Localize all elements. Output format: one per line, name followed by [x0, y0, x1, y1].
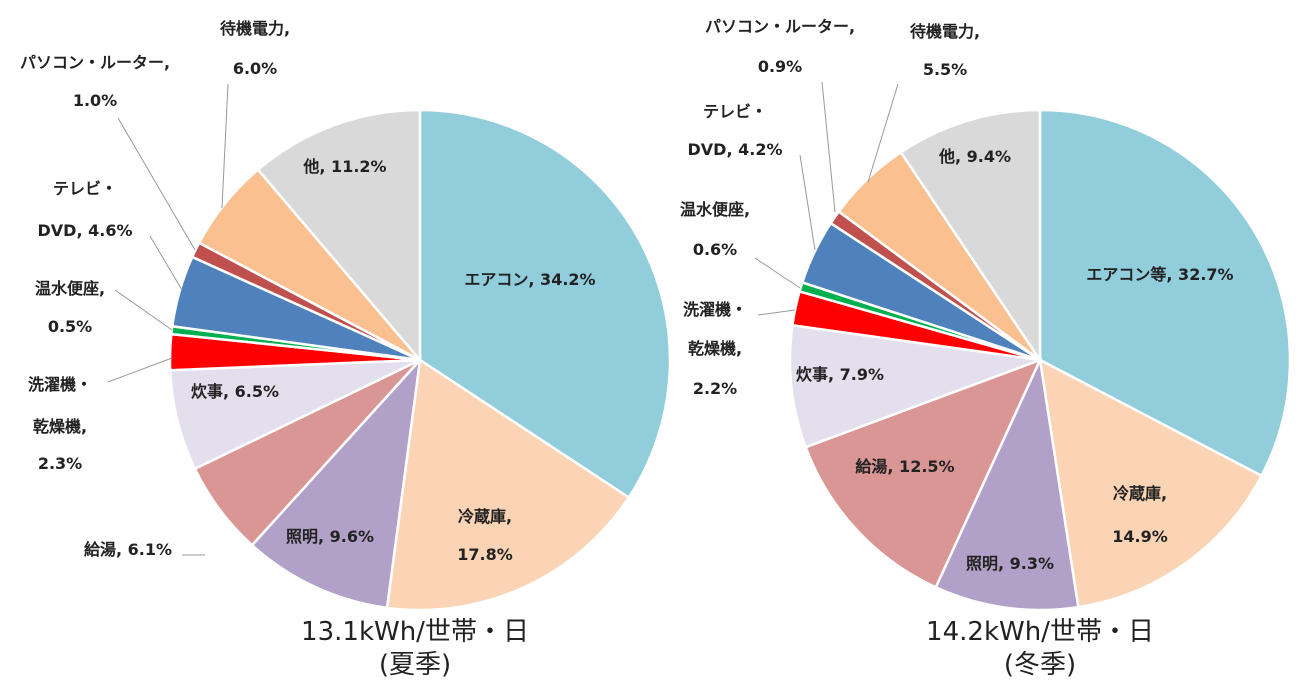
pie-slice: [934, 355, 1080, 612]
leader-line: [799, 154, 816, 251]
data-label: 乾燥機,: [688, 339, 742, 358]
data-label: 待機電力,: [220, 19, 290, 38]
data-label: 炊事, 6.5%: [191, 382, 279, 401]
data-label: 温水便座,: [679, 200, 750, 219]
leader-line: [114, 289, 173, 331]
data-label: 他, 9.4%: [938, 147, 1011, 166]
data-label: 給湯, 12.5%: [855, 457, 954, 476]
data-label: 2.3%: [38, 454, 82, 473]
leader-line: [221, 83, 229, 209]
leader-line: [149, 235, 183, 291]
chart-title: 13.1kWh/世帯・日: [301, 617, 529, 647]
data-label: DVD, 4.2%: [688, 140, 783, 159]
data-label: 温水便座,: [34, 279, 105, 298]
data-label: テレビ・: [53, 179, 117, 198]
pie-slice: [804, 357, 1043, 589]
pie-slice: [1038, 357, 1264, 609]
data-label: 1.0%: [73, 91, 117, 110]
data-label: エアコン等, 32.7%: [1086, 265, 1233, 284]
data-label: テレビ・: [703, 102, 767, 121]
data-label: 0.6%: [693, 240, 737, 259]
leader-line: [867, 83, 899, 183]
data-label: DVD, 4.6%: [38, 221, 133, 240]
data-label: 2.2%: [693, 379, 737, 398]
data-label: 待機電力,: [910, 22, 980, 41]
data-label: 5.5%: [923, 60, 967, 79]
pie-slice: [899, 108, 1042, 365]
data-label: エアコン, 34.2%: [464, 270, 595, 289]
leader-line: [821, 81, 836, 213]
data-label: 炊事, 7.9%: [796, 365, 884, 384]
leader-line: [107, 357, 173, 383]
pie-slice: [256, 108, 422, 364]
data-label: 照明, 9.3%: [966, 554, 1054, 573]
pie-slice: [1038, 108, 1292, 478]
data-label: 洗濯機・: [28, 375, 92, 394]
leader-line: [757, 309, 796, 316]
chart-subtitle: (夏季): [379, 650, 451, 680]
data-label: 照明, 9.6%: [286, 527, 374, 546]
data-label: パソコン・ルーター,: [20, 53, 170, 72]
pie-slice: [385, 357, 631, 612]
data-label: 洗濯機・: [683, 300, 747, 319]
data-label: 0.9%: [758, 57, 802, 76]
chart-subtitle: (冬季): [1004, 650, 1076, 680]
data-label: 乾燥機,: [33, 417, 87, 436]
data-label: 6.0%: [233, 59, 277, 78]
data-label: 給湯, 6.1%: [84, 540, 172, 559]
data-label: 0.5%: [48, 317, 92, 336]
pie-slice: [788, 323, 1041, 449]
data-label: 14.9%: [1112, 527, 1168, 546]
data-label: 他, 11.2%: [302, 157, 386, 176]
data-label: 冷蔵庫,: [458, 507, 512, 526]
data-label: パソコン・ルーター,: [705, 17, 855, 36]
pie-slice: [250, 356, 422, 610]
data-label: 17.8%: [457, 545, 513, 564]
leader-line: [117, 117, 196, 251]
data-label: 冷蔵庫,: [1113, 484, 1167, 503]
chart-title: 14.2kWh/世帯・日: [926, 617, 1154, 647]
leader-line: [754, 257, 801, 289]
